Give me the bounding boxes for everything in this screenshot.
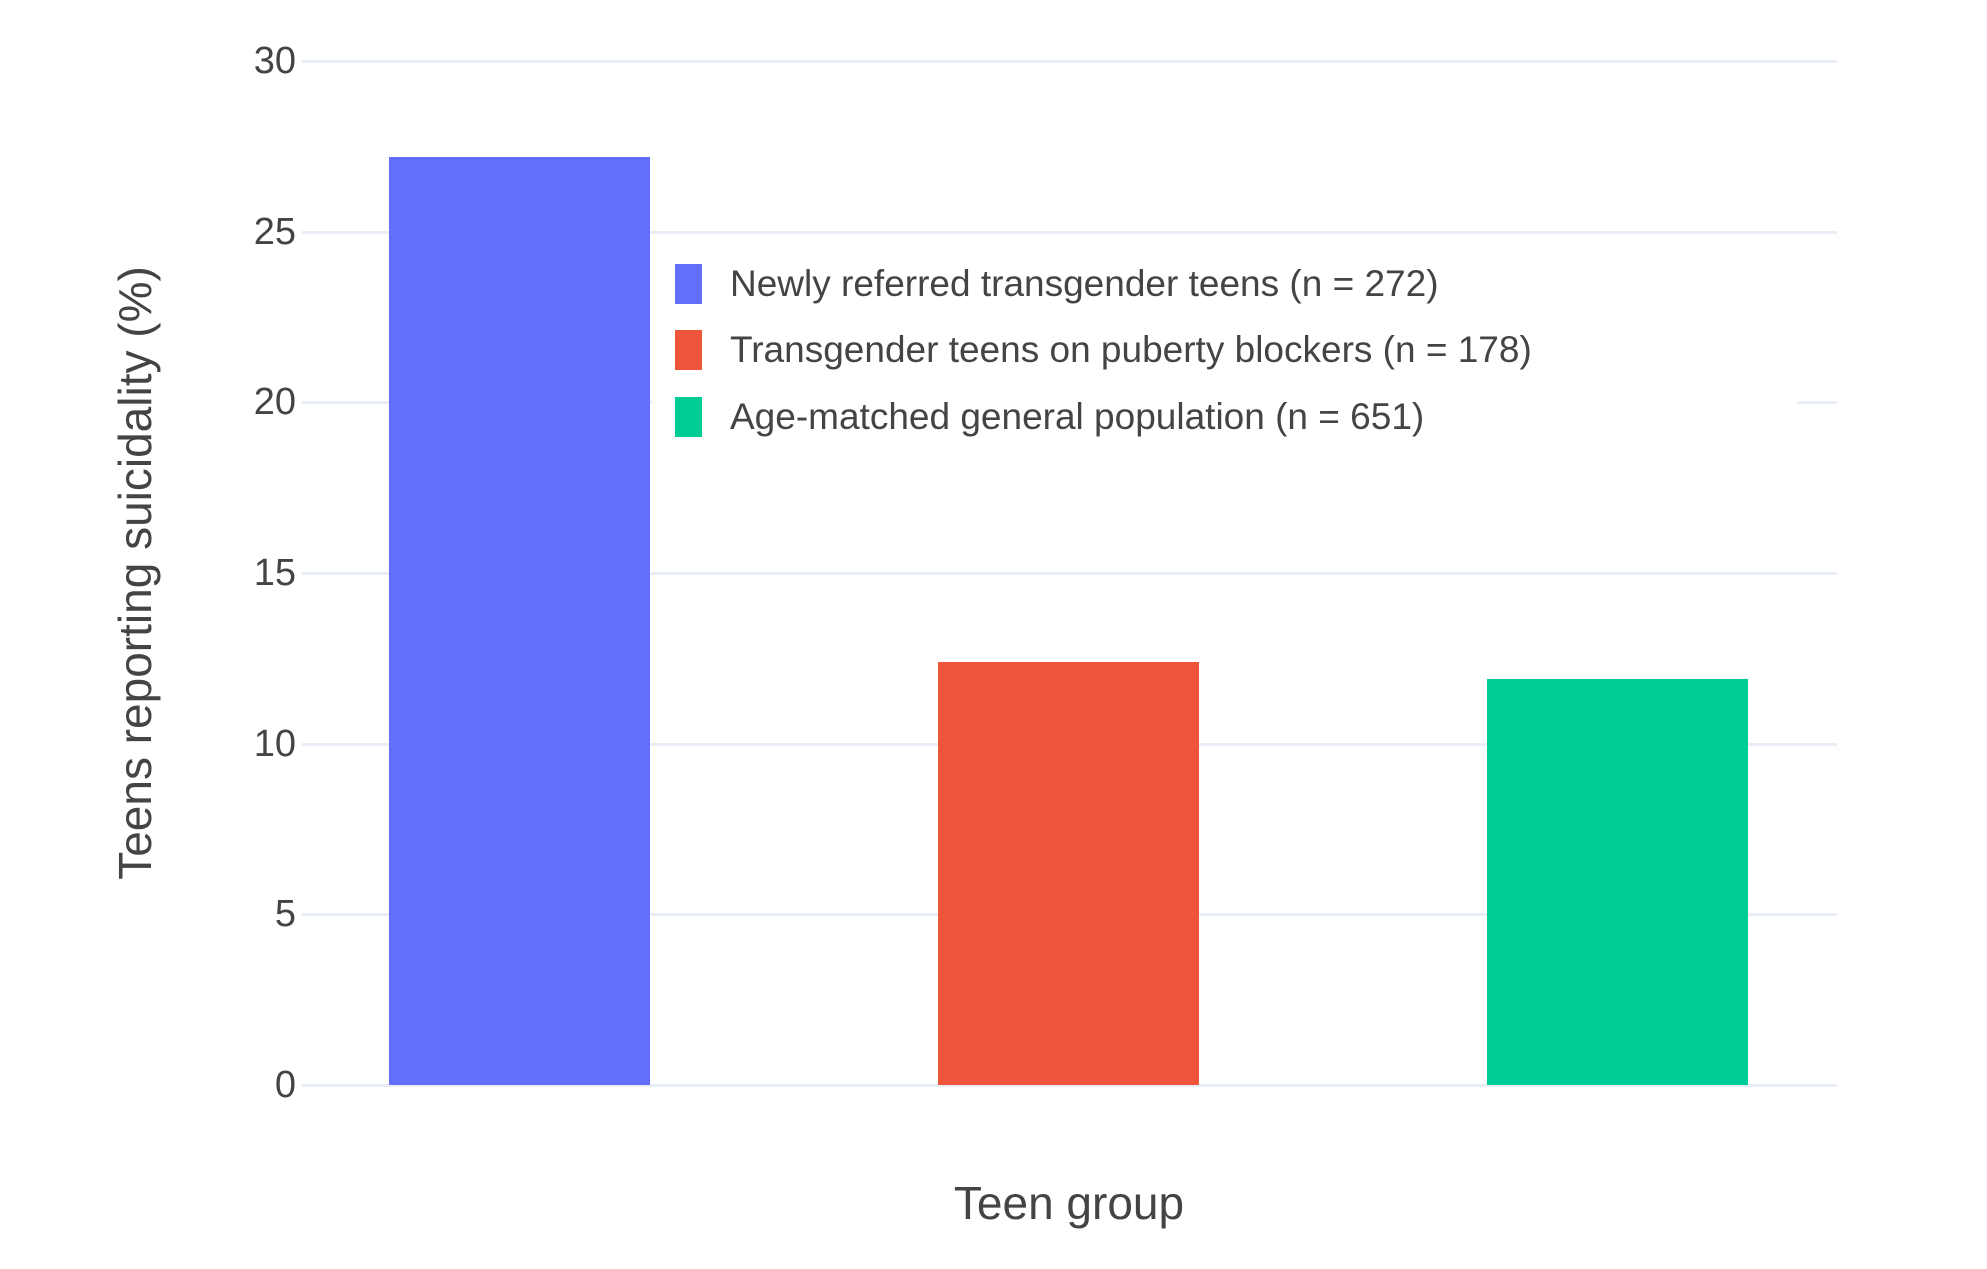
legend-swatch-icon (675, 264, 702, 304)
y-tick-label-0: 0 (274, 1064, 296, 1106)
y-tick-label-5: 5 (274, 893, 296, 936)
bar-2 (1487, 679, 1748, 1085)
legend-item-0[interactable]: Newly referred transgender teens (n = 27… (652, 251, 1797, 317)
legend-label: Age-matched general population (n = 651) (730, 396, 1425, 437)
gridline-y-30 (302, 60, 1837, 63)
y-tick-label-15: 15 (253, 552, 296, 594)
y-tick-label-30: 30 (253, 40, 296, 82)
bar-0 (389, 157, 650, 1085)
y-axis-title: Teens reporting suicidality (%) (109, 266, 161, 880)
y-tick-label-20: 20 (253, 381, 296, 424)
legend-label: Newly referred transgender teens (n = 27… (730, 263, 1439, 304)
gridline-y-15 (302, 572, 1837, 575)
bar-1 (938, 662, 1199, 1085)
legend: Newly referred transgender teens (n = 27… (652, 241, 1797, 447)
legend-item-2[interactable]: Age-matched general population (n = 651) (652, 384, 1797, 450)
legend-swatch-icon (675, 330, 702, 370)
legend-item-1[interactable]: Transgender teens on puberty blockers (n… (652, 317, 1797, 383)
x-axis-title: Teen group (953, 1177, 1185, 1229)
y-tick-label-25: 25 (253, 210, 296, 253)
legend-label: Transgender teens on puberty blockers (n… (730, 329, 1532, 370)
gridline-y-0 (302, 1084, 1837, 1087)
y-tick-label-10: 10 (253, 722, 296, 765)
gridline-y-25 (302, 230, 1837, 234)
legend-swatch-icon (675, 397, 702, 437)
